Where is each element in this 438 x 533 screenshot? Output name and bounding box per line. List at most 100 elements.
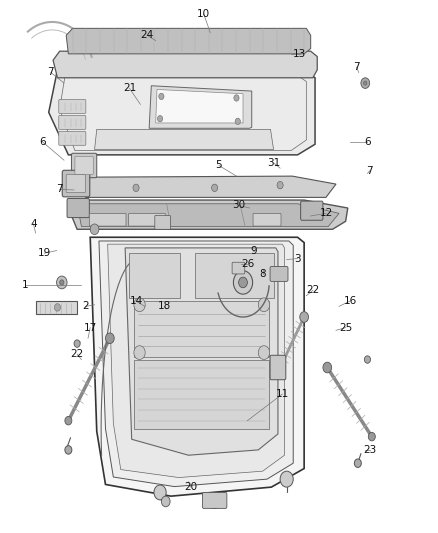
Text: 6: 6 bbox=[39, 136, 46, 147]
Circle shape bbox=[74, 340, 80, 348]
FancyBboxPatch shape bbox=[270, 266, 288, 281]
Polygon shape bbox=[95, 130, 274, 150]
Circle shape bbox=[90, 224, 99, 235]
FancyBboxPatch shape bbox=[66, 174, 85, 192]
FancyBboxPatch shape bbox=[59, 100, 86, 114]
Circle shape bbox=[300, 312, 308, 322]
FancyBboxPatch shape bbox=[155, 215, 170, 229]
Text: 6: 6 bbox=[364, 136, 371, 147]
FancyBboxPatch shape bbox=[59, 132, 86, 146]
Text: 23: 23 bbox=[363, 445, 376, 455]
Text: 8: 8 bbox=[259, 270, 266, 279]
Circle shape bbox=[235, 118, 240, 125]
Polygon shape bbox=[149, 86, 252, 128]
Circle shape bbox=[57, 276, 67, 289]
FancyBboxPatch shape bbox=[59, 116, 86, 130]
Text: 26: 26 bbox=[241, 259, 254, 269]
Text: 24: 24 bbox=[140, 30, 154, 41]
Circle shape bbox=[364, 356, 371, 364]
Text: 16: 16 bbox=[343, 296, 357, 306]
FancyBboxPatch shape bbox=[89, 213, 126, 226]
Text: 13: 13 bbox=[293, 49, 307, 59]
Polygon shape bbox=[53, 51, 317, 78]
Circle shape bbox=[106, 333, 114, 344]
Polygon shape bbox=[66, 28, 311, 54]
Circle shape bbox=[280, 471, 293, 487]
Circle shape bbox=[212, 184, 218, 191]
Polygon shape bbox=[90, 237, 304, 496]
Polygon shape bbox=[49, 38, 315, 155]
Polygon shape bbox=[134, 301, 269, 357]
Text: 21: 21 bbox=[123, 83, 136, 93]
Circle shape bbox=[234, 95, 239, 101]
Text: 30: 30 bbox=[232, 200, 245, 211]
Polygon shape bbox=[195, 253, 274, 298]
FancyBboxPatch shape bbox=[270, 356, 286, 379]
Circle shape bbox=[277, 181, 283, 189]
FancyBboxPatch shape bbox=[232, 262, 245, 274]
FancyBboxPatch shape bbox=[75, 157, 93, 174]
Text: 5: 5 bbox=[215, 160, 223, 171]
Circle shape bbox=[133, 184, 139, 191]
Text: 25: 25 bbox=[339, 322, 352, 333]
Text: 10: 10 bbox=[197, 9, 210, 19]
Text: 2: 2 bbox=[82, 301, 89, 311]
Circle shape bbox=[239, 277, 247, 288]
Circle shape bbox=[54, 304, 60, 311]
Circle shape bbox=[364, 81, 367, 85]
Circle shape bbox=[368, 432, 375, 441]
Text: 7: 7 bbox=[366, 166, 373, 176]
Text: 20: 20 bbox=[184, 482, 197, 492]
Text: 12: 12 bbox=[319, 208, 332, 219]
FancyBboxPatch shape bbox=[253, 213, 281, 226]
Text: 9: 9 bbox=[251, 246, 257, 255]
Text: 17: 17 bbox=[84, 322, 97, 333]
Text: 1: 1 bbox=[21, 280, 28, 290]
Text: 7: 7 bbox=[57, 184, 63, 195]
Text: 31: 31 bbox=[267, 158, 280, 168]
Circle shape bbox=[275, 361, 286, 374]
Circle shape bbox=[161, 496, 170, 507]
Polygon shape bbox=[77, 176, 336, 197]
Circle shape bbox=[159, 93, 164, 100]
Polygon shape bbox=[155, 90, 243, 123]
FancyBboxPatch shape bbox=[67, 198, 89, 217]
Circle shape bbox=[233, 271, 253, 294]
Circle shape bbox=[65, 416, 72, 425]
Circle shape bbox=[134, 346, 145, 360]
FancyBboxPatch shape bbox=[300, 201, 323, 220]
Text: 22: 22 bbox=[306, 286, 319, 295]
Circle shape bbox=[354, 459, 361, 467]
Text: 19: 19 bbox=[38, 248, 51, 258]
Circle shape bbox=[65, 446, 72, 454]
Text: 22: 22 bbox=[71, 349, 84, 359]
Text: 4: 4 bbox=[30, 219, 37, 229]
Text: 3: 3 bbox=[294, 254, 301, 263]
Circle shape bbox=[154, 485, 166, 500]
Circle shape bbox=[60, 280, 64, 285]
Text: 18: 18 bbox=[158, 301, 171, 311]
Polygon shape bbox=[130, 253, 180, 298]
FancyBboxPatch shape bbox=[71, 154, 97, 177]
Circle shape bbox=[157, 116, 162, 122]
Text: 7: 7 bbox=[353, 62, 360, 72]
FancyBboxPatch shape bbox=[129, 213, 165, 226]
Circle shape bbox=[258, 346, 270, 360]
Circle shape bbox=[361, 78, 370, 88]
Circle shape bbox=[323, 362, 332, 373]
Text: 7: 7 bbox=[48, 68, 54, 77]
Text: 11: 11 bbox=[276, 389, 289, 399]
Circle shape bbox=[258, 298, 270, 312]
FancyBboxPatch shape bbox=[202, 492, 227, 508]
Polygon shape bbox=[108, 244, 285, 478]
FancyBboxPatch shape bbox=[62, 170, 90, 197]
Polygon shape bbox=[35, 301, 77, 314]
Circle shape bbox=[208, 492, 221, 508]
Polygon shape bbox=[68, 200, 348, 229]
Text: 14: 14 bbox=[129, 296, 143, 306]
Polygon shape bbox=[99, 241, 293, 487]
Polygon shape bbox=[77, 204, 339, 227]
Polygon shape bbox=[125, 248, 278, 455]
Polygon shape bbox=[134, 360, 269, 429]
Circle shape bbox=[134, 298, 145, 312]
